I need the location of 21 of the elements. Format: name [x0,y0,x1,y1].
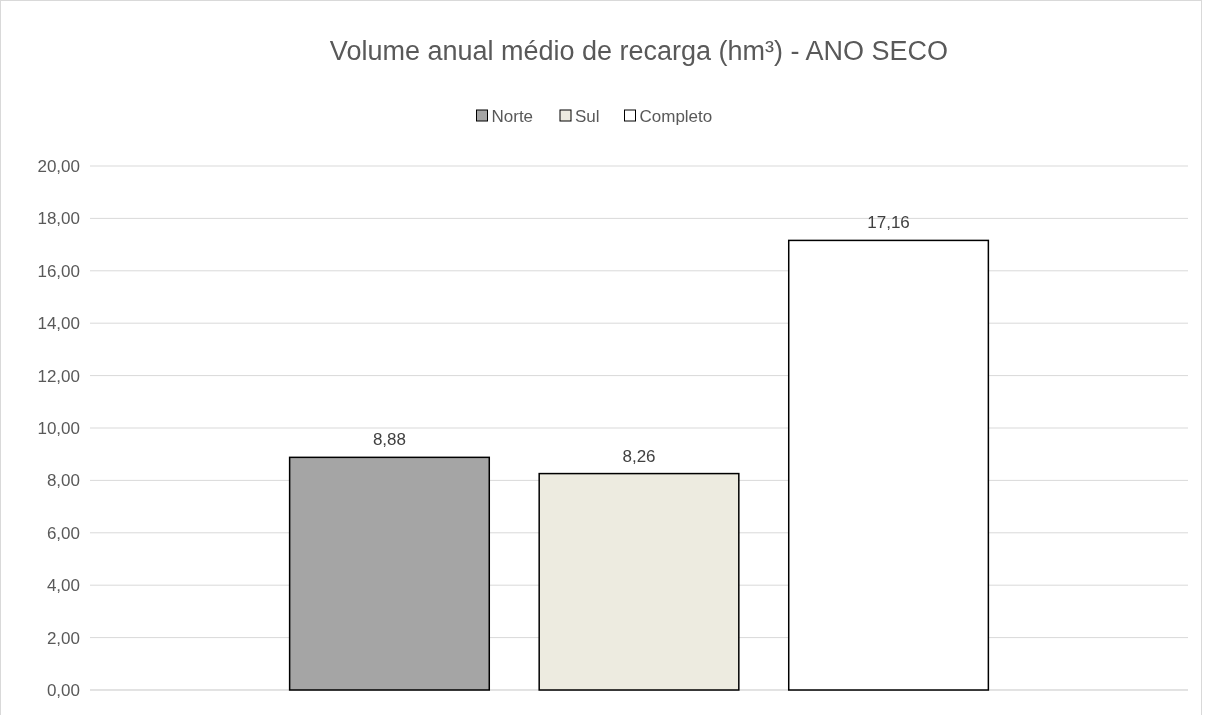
data-label: 17,16 [867,213,910,233]
bar [787,239,990,691]
y-tick-label: 18,00 [37,209,80,229]
y-tick-label: 12,00 [37,366,80,386]
data-label: 8,26 [622,446,656,466]
bar [288,456,491,691]
legend-label: Norte [491,106,534,126]
y-tick-label: 4,00 [46,576,80,596]
y-tick-label: 16,00 [37,261,80,281]
legend-label: Completo [639,106,713,126]
y-tick-label: 0,00 [46,680,80,700]
y-tick-label: 14,00 [37,314,80,334]
y-tick-label: 20,00 [37,156,80,176]
y-tick-label: 10,00 [37,418,80,438]
y-tick-label: 8,00 [46,471,80,491]
legend-label: Sul [575,106,600,126]
bar [538,472,740,691]
y-tick-label: 2,00 [46,628,80,648]
data-label: 8,88 [372,430,406,450]
y-tick-label: 6,00 [46,523,80,543]
chart-title: Volume anual médio de recarga (hm³) - ANO SECO [329,36,949,66]
